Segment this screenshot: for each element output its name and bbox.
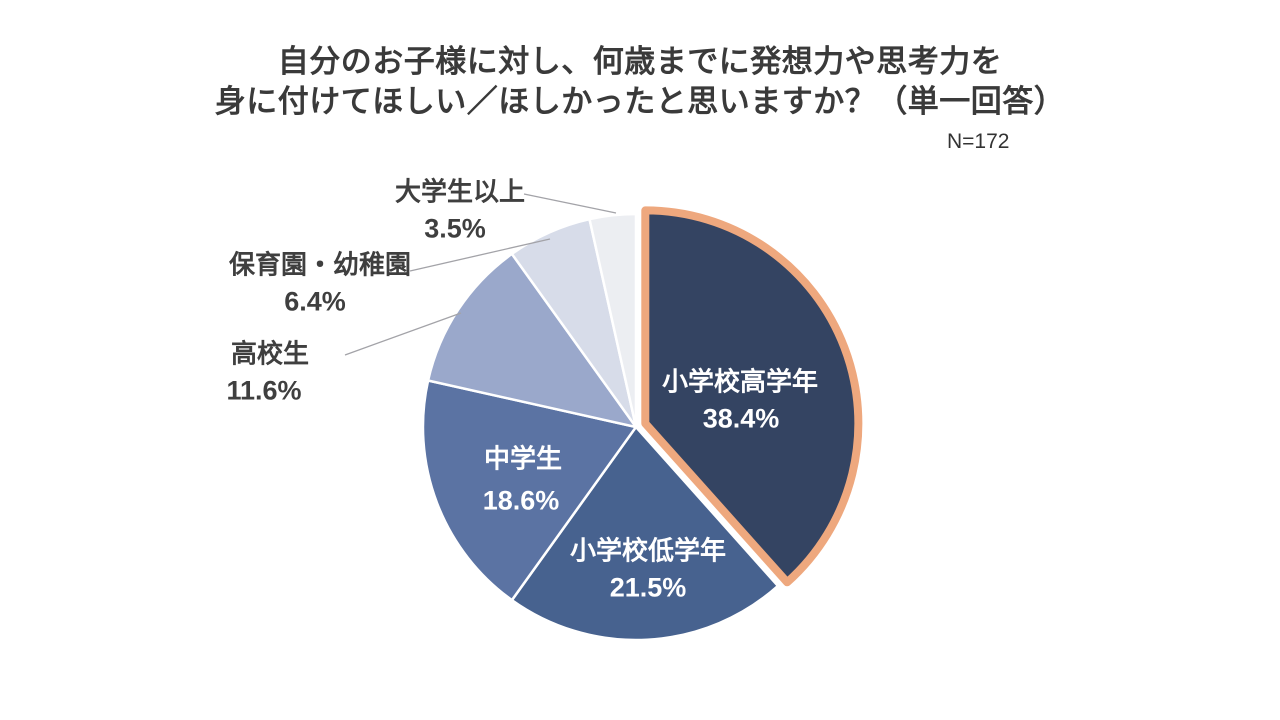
pie-slice-2 [421, 379, 638, 602]
chart-title-line-2: 身に付けてほしい／ほしかったと思いますか？（単一回答） [214, 84, 1066, 119]
slice-label-kindergarten: 保育園・幼稚園 [228, 249, 412, 280]
slice-value-kindergarten: 6.4% [284, 286, 346, 317]
pie-slice-5 [588, 212, 638, 429]
chart-title-line-1: 自分のお子様に対し、何歳までに発想力や思考力を [277, 44, 1003, 79]
slice-label-elementary-lower: 小学校低学年 [569, 535, 727, 566]
slice-value-elementary-lower: 21.5% [609, 572, 687, 603]
slice-value-elementary-upper: 38.4% [702, 403, 780, 434]
pie-slice-1 [510, 425, 780, 642]
slice-value-highschool: 11.6% [226, 375, 302, 406]
leader-lines [344, 193, 617, 356]
slice-label-juniorhigh: 中学生 [483, 443, 563, 474]
slice-value-university: 3.5% [424, 213, 486, 244]
pie-slice-3 [426, 252, 638, 429]
leader-line-university [523, 193, 617, 214]
slice-value-juniorhigh: 18.6% [482, 485, 560, 516]
leader-line-highschool [344, 312, 462, 356]
slice-label-university: 大学生以上 [394, 176, 526, 207]
slice-label-highschool: 高校生 [230, 338, 310, 369]
pie-slice-0 [641, 206, 863, 587]
leader-line-kindergarten [409, 238, 551, 272]
sample-size-label: N=172 [947, 130, 1010, 153]
slice-label-elementary-upper: 小学校高学年 [661, 366, 819, 397]
chart-title: 自分のお子様に対し、何歳までに発想力や思考力を 身に付けてほしい／ほしかったと思… [0, 42, 1280, 122]
pie-slices [421, 206, 863, 642]
